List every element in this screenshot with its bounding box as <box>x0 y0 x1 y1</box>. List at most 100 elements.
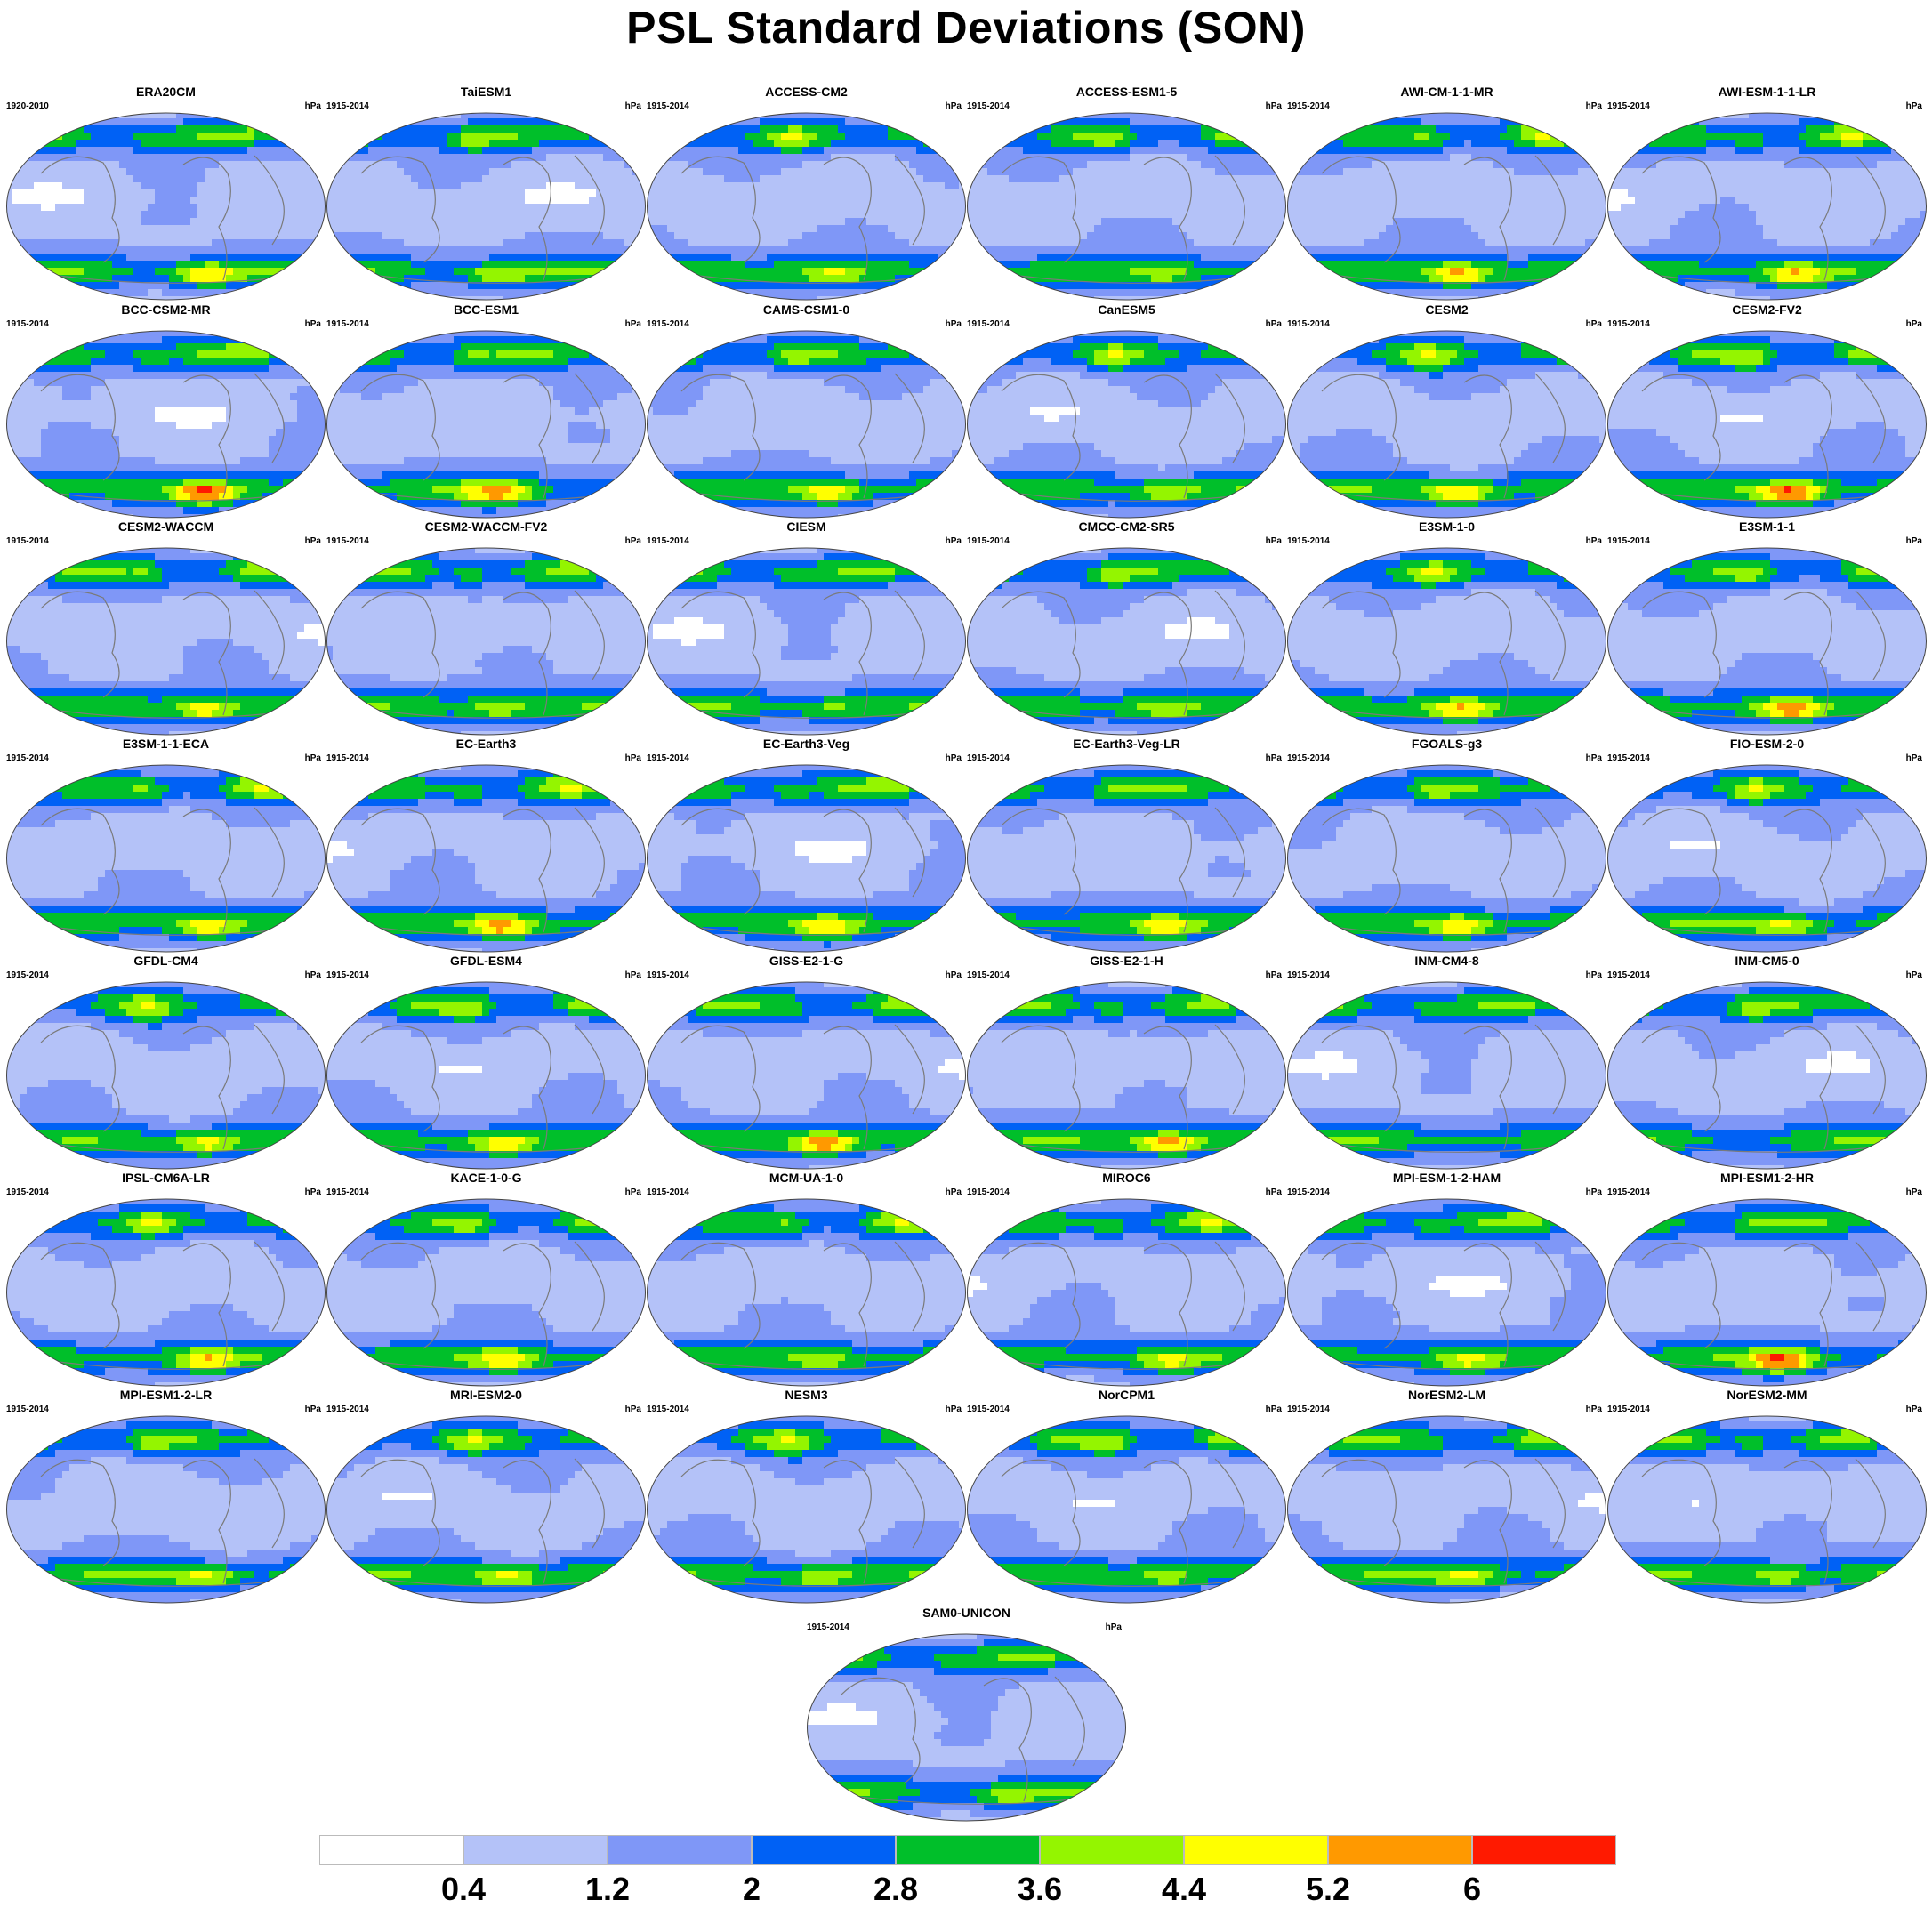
global-map <box>647 112 966 301</box>
map-panel: FIO-ESM-2-0 1915-2014 hPa <box>1606 737 1928 954</box>
panel-unit: hPa <box>946 101 962 111</box>
map-outline <box>6 981 326 1170</box>
panel-title: CMCC-CM2-SR5 <box>966 519 1287 534</box>
map-outline <box>967 981 1286 1170</box>
global-map <box>807 1633 1126 1822</box>
panel-unit: hPa <box>1266 1187 1282 1197</box>
panel-title: NorCPM1 <box>966 1388 1287 1402</box>
map-panel: E3SM-1-0 1915-2014 hPa <box>1286 519 1607 737</box>
map-panel: KACE-1-0-G 1915-2014 hPa <box>326 1171 647 1388</box>
panel-unit: hPa <box>625 970 641 980</box>
global-map <box>6 1415 326 1604</box>
map-panel: MPI-ESM1-2-HR 1915-2014 hPa <box>1606 1171 1928 1388</box>
panel-unit: hPa <box>1906 101 1922 111</box>
global-map <box>326 330 646 519</box>
map-outline <box>647 981 966 1170</box>
global-map <box>6 547 326 736</box>
panel-period: 1915-2014 <box>807 1622 849 1632</box>
global-map <box>326 981 646 1170</box>
panel-title: MPI-ESM1-2-HR <box>1606 1171 1928 1185</box>
global-map <box>967 1198 1286 1387</box>
global-map <box>647 1415 966 1604</box>
panel-unit: hPa <box>625 1405 641 1414</box>
map-panel: NorESM2-LM 1915-2014 hPa <box>1286 1388 1607 1605</box>
panel-unit: hPa <box>1586 319 1602 329</box>
panel-period: 1915-2014 <box>647 1405 689 1414</box>
map-outline <box>1287 1415 1606 1604</box>
global-map <box>326 1198 646 1387</box>
panel-unit: hPa <box>305 536 321 546</box>
panel-title: CESM2-FV2 <box>1606 302 1928 317</box>
global-map <box>967 764 1286 953</box>
global-map <box>1607 981 1927 1170</box>
panel-period: 1915-2014 <box>1607 319 1650 329</box>
map-outline <box>326 1198 646 1387</box>
map-panel: TaiESM1 1915-2014 hPa <box>326 85 647 302</box>
panel-period: 1915-2014 <box>967 753 1010 763</box>
global-map <box>326 764 646 953</box>
map-panel: MRI-ESM2-0 1915-2014 hPa <box>326 1388 647 1605</box>
panel-unit: hPa <box>1266 1405 1282 1414</box>
panel-unit: hPa <box>305 1405 321 1414</box>
panel-title: ACCESS-ESM1-5 <box>966 85 1287 99</box>
panel-period: 1915-2014 <box>1287 319 1330 329</box>
panel-period: 1915-2014 <box>6 970 49 980</box>
panel-title: CAMS-CSM1-0 <box>646 302 967 317</box>
map-panel: MCM-UA-1-0 1915-2014 hPa <box>646 1171 967 1388</box>
map-panel: GFDL-ESM4 1915-2014 hPa <box>326 954 647 1171</box>
map-panel: AWI-CM-1-1-MR 1915-2014 hPa <box>1286 85 1607 302</box>
map-outline <box>1287 547 1606 736</box>
map-outline <box>1287 330 1606 519</box>
colorbar-tick-label: 6 <box>1419 1871 1525 1908</box>
global-map <box>647 764 966 953</box>
map-panel: CESM2-WACCM-FV2 1915-2014 hPa <box>326 519 647 737</box>
panel-title: MPI-ESM1-2-LR <box>5 1388 326 1402</box>
panel-period: 1915-2014 <box>6 1405 49 1414</box>
panel-period: 1915-2014 <box>326 1187 369 1197</box>
map-outline <box>1287 112 1606 301</box>
panel-unit: hPa <box>305 1187 321 1197</box>
map-panel: AWI-ESM-1-1-LR 1915-2014 hPa <box>1606 85 1928 302</box>
panel-unit: hPa <box>625 319 641 329</box>
map-outline <box>967 1415 1286 1604</box>
panel-title: MRI-ESM2-0 <box>326 1388 647 1402</box>
colorbar-tick-label: 2 <box>698 1871 805 1908</box>
global-map <box>6 764 326 953</box>
map-outline <box>326 981 646 1170</box>
map-outline <box>647 1198 966 1387</box>
map-panel: GFDL-CM4 1915-2014 hPa <box>5 954 326 1171</box>
panel-period: 1915-2014 <box>6 753 49 763</box>
global-map <box>326 112 646 301</box>
map-outline <box>1607 547 1927 736</box>
map-panel: CESM2-FV2 1915-2014 hPa <box>1606 302 1928 519</box>
panel-unit: hPa <box>946 753 962 763</box>
panel-title: EC-Earth3-Veg <box>646 737 967 751</box>
global-map <box>647 1198 966 1387</box>
panel-title: E3SM-1-1-ECA <box>5 737 326 751</box>
map-panel: MIROC6 1915-2014 hPa <box>966 1171 1287 1388</box>
map-panel: INM-CM5-0 1915-2014 hPa <box>1606 954 1928 1171</box>
panel-unit: hPa <box>946 1405 962 1414</box>
panel-period: 1915-2014 <box>6 1187 49 1197</box>
map-outline <box>6 764 326 953</box>
colorbar-tick-label: 5.2 <box>1275 1871 1381 1908</box>
map-outline <box>6 330 326 519</box>
panel-unit: hPa <box>1906 1187 1922 1197</box>
map-outline <box>647 330 966 519</box>
map-outline <box>647 1415 966 1604</box>
map-outline <box>6 1415 326 1604</box>
map-field <box>1607 1199 1927 1386</box>
map-panel: NESM3 1915-2014 hPa <box>646 1388 967 1605</box>
panel-period: 1915-2014 <box>967 970 1010 980</box>
map-panel: INM-CM4-8 1915-2014 hPa <box>1286 954 1607 1171</box>
panel-period: 1915-2014 <box>1607 753 1650 763</box>
panel-period: 1915-2014 <box>1287 1187 1330 1197</box>
colorbar-swatch <box>319 1835 463 1865</box>
panel-period: 1915-2014 <box>1607 1405 1650 1414</box>
panel-title: NorESM2-LM <box>1286 1388 1607 1402</box>
panel-title: MCM-UA-1-0 <box>646 1171 967 1185</box>
panel-title: AWI-CM-1-1-MR <box>1286 85 1607 99</box>
panel-unit: hPa <box>305 970 321 980</box>
map-outline <box>967 112 1286 301</box>
